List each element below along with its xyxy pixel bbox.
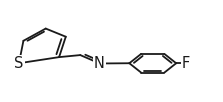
Text: F: F	[182, 56, 190, 71]
Text: N: N	[94, 56, 105, 71]
Text: S: S	[14, 56, 24, 71]
